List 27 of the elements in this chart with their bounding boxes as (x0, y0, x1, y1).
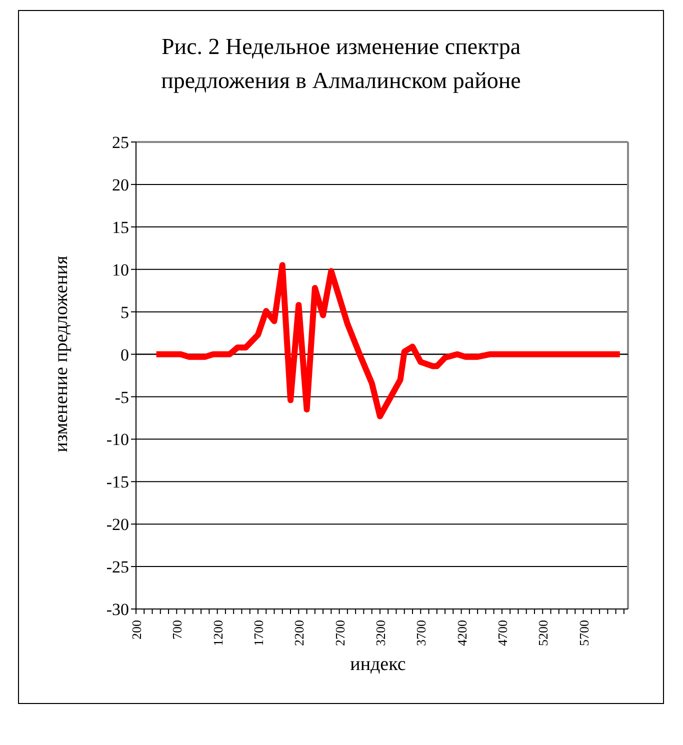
x-tick-label: 4200 (454, 620, 470, 646)
x-tick-label: 2700 (332, 620, 348, 646)
x-tick-label: 3700 (414, 620, 429, 646)
x-tick-label: 700 (170, 620, 185, 640)
y-tick-label: -30 (106, 600, 129, 620)
chart-title: Рис. 2 Недельное изменение спектра предложения в Алмалинском районе (160, 33, 522, 95)
y-tick-label: 25 (112, 133, 129, 152)
x-tick-label: 5700 (576, 620, 592, 646)
y-tick-label: 0 (120, 345, 129, 364)
x-tick-label: 200 (129, 620, 144, 640)
y-tick-label: 5 (120, 302, 129, 322)
y-tick-label: 20 (112, 175, 129, 194)
y-tick-label: -5 (114, 388, 129, 407)
y-tick-label: 15 (112, 218, 129, 237)
y-tick-label: 10 (112, 260, 129, 280)
x-tick-label: 2200 (292, 620, 307, 646)
x-tick-label: 5200 (536, 620, 551, 646)
x-tick-label: 1700 (250, 620, 266, 646)
y-tick-label: -25 (106, 558, 129, 577)
y-tick-label: -20 (106, 515, 129, 534)
y-tick-label: -15 (106, 472, 129, 492)
y-tick-label: -10 (106, 430, 129, 450)
x-tick-label: 3200 (372, 620, 388, 646)
x-tick-label: 1200 (210, 620, 226, 646)
x-axis-title: индекс (349, 654, 407, 676)
y-axis-title: изменение предложения (51, 256, 73, 452)
x-tick-label: 4700 (494, 620, 510, 646)
